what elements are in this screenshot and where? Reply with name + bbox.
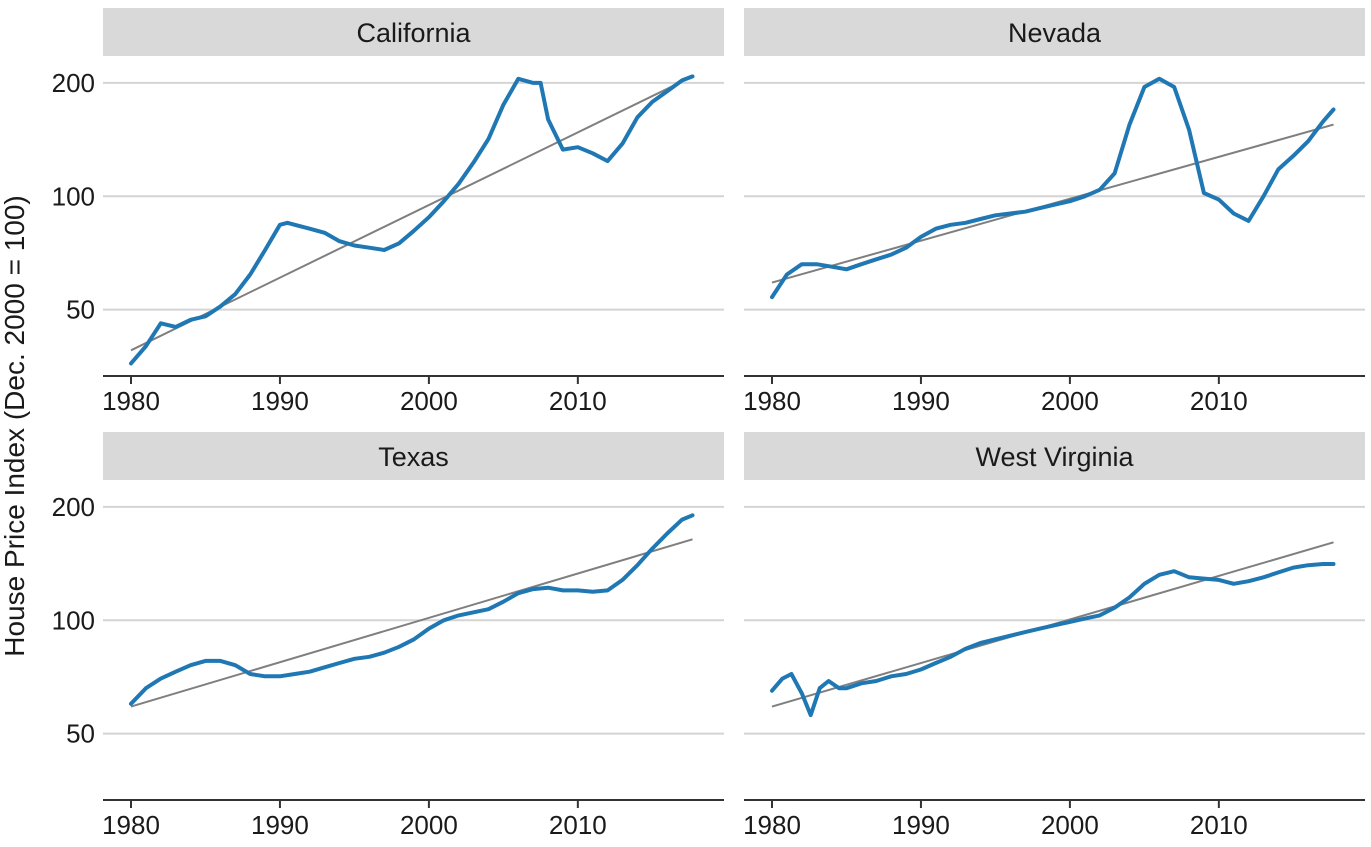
hpi-series-line — [770, 76, 1336, 300]
x-tick-label: 2010 — [549, 810, 607, 840]
trend-line — [130, 538, 693, 708]
x-tick-label: 1990 — [251, 386, 309, 416]
x-tick-label: 2000 — [1041, 810, 1099, 840]
facet-strip-label: West Virginia — [975, 442, 1134, 472]
x-tick-label: 2010 — [549, 386, 607, 416]
facet-strip — [744, 432, 1365, 480]
facet-strip-label: Nevada — [1008, 18, 1102, 48]
x-tick-label: 1990 — [892, 386, 950, 416]
x-tick-label: 1990 — [892, 810, 950, 840]
y-tick-label: 200 — [52, 492, 95, 522]
y-tick-label: 100 — [52, 181, 95, 211]
facet-strip — [103, 432, 724, 480]
x-tick-label: 1980 — [743, 810, 801, 840]
x-tick-label: 2000 — [1041, 386, 1099, 416]
panel-california: California 50 100 200 1980 1990 2000 2010 — [52, 8, 724, 416]
y-tick-label: 50 — [66, 719, 95, 749]
y-tick-label: 100 — [52, 605, 95, 635]
panel-nevada: Nevada 1980 1990 2000 2010 — [743, 8, 1365, 416]
hpi-series-line — [129, 74, 695, 366]
hpi-series-line — [770, 562, 1336, 718]
x-tick-label: 1980 — [743, 386, 801, 416]
panel-west-virginia: West Virginia 1980 1990 2000 2010 — [743, 432, 1365, 840]
facet-strip — [744, 8, 1365, 56]
y-axis-label: House Price Index (Dec. 2000 = 100) — [0, 195, 30, 656]
hpi-series-line — [129, 513, 695, 706]
panel-texas: Texas 50 100 200 1980 1990 2000 2010 — [52, 432, 724, 840]
facet-strip-label: California — [356, 18, 471, 48]
x-tick-label: 2000 — [400, 386, 458, 416]
x-tick-label: 2010 — [1190, 386, 1248, 416]
x-tick-label: 2010 — [1190, 810, 1248, 840]
y-tick-label: 50 — [66, 295, 95, 325]
x-tick-label: 2000 — [400, 810, 458, 840]
x-tick-label: 1980 — [102, 386, 160, 416]
x-tick-label: 1990 — [251, 810, 309, 840]
y-tick-label: 200 — [52, 68, 95, 98]
facet-strip — [103, 8, 724, 56]
x-tick-label: 1980 — [102, 810, 160, 840]
facet-strip-label: Texas — [378, 442, 449, 472]
